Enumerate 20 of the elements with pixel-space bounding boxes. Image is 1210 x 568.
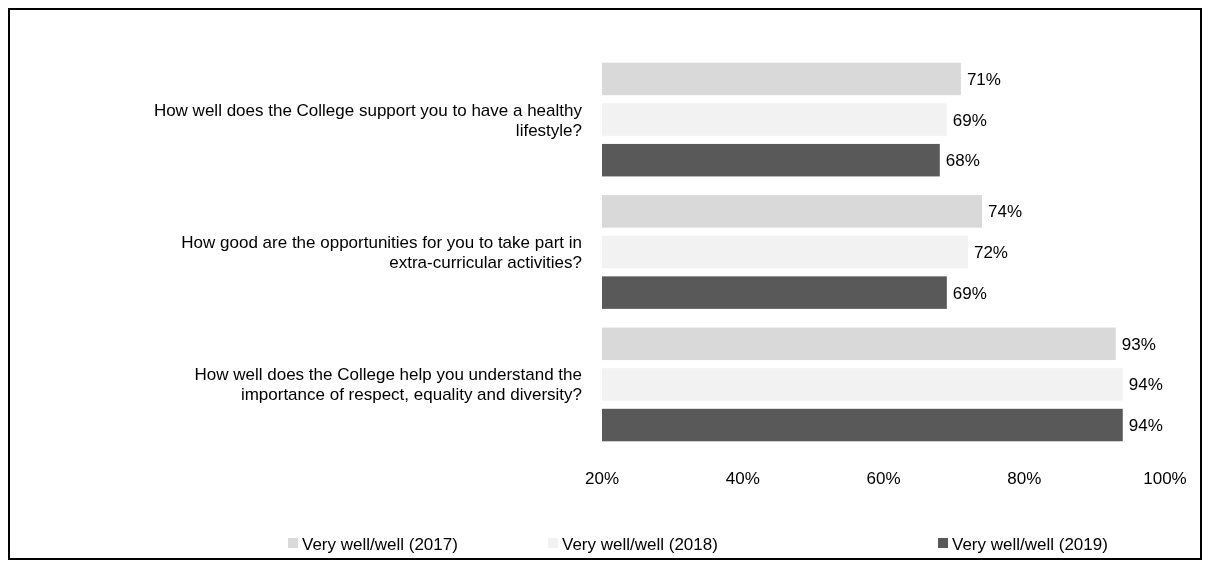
x-tick-label: 20% bbox=[584, 469, 620, 488]
data-label: 71% bbox=[966, 69, 1001, 89]
y-tick-label: How good are the opportunities for you to take part in extra-curricular activities? bbox=[181, 232, 582, 272]
x-tick-label: 60% bbox=[866, 469, 901, 488]
data-label: 68% bbox=[945, 151, 980, 171]
legend-label: Very well/well (2017) bbox=[302, 534, 458, 554]
x-tick-label: 80% bbox=[1007, 469, 1042, 488]
data-label: 94% bbox=[1128, 416, 1163, 435]
y-tick-label: How well does the College support you to have a healthy lifestyle? bbox=[153, 100, 583, 140]
data-label: 74% bbox=[988, 202, 1023, 222]
data-label: 93% bbox=[1121, 334, 1156, 354]
x-tick-label: 40% bbox=[725, 469, 760, 488]
data-label: 69% bbox=[952, 110, 987, 130]
legend-label: Very well/well (2018) bbox=[562, 534, 718, 554]
x-tick-label: 100% bbox=[1143, 469, 1187, 488]
y-tick-label: How well does the College help you understand the importance of respect, equality and diversity? bbox=[194, 365, 582, 405]
data-label: 72% bbox=[973, 242, 1008, 262]
legend-label: Very well/well (2019) bbox=[952, 534, 1108, 554]
data-label: 69% bbox=[952, 283, 987, 303]
data-label: 94% bbox=[1128, 375, 1163, 395]
